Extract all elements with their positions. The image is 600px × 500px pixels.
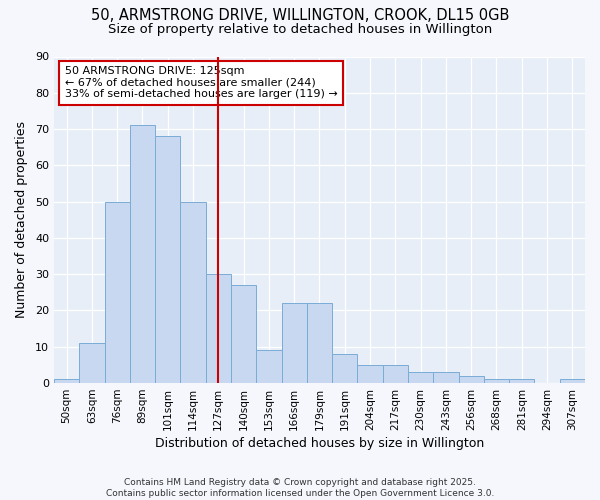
X-axis label: Distribution of detached houses by size in Willington: Distribution of detached houses by size … <box>155 437 484 450</box>
Bar <box>54 380 79 383</box>
Bar <box>509 380 535 383</box>
Bar <box>560 380 585 383</box>
Bar <box>458 376 484 383</box>
Bar <box>332 354 358 383</box>
Bar <box>358 365 383 383</box>
Text: 50 ARMSTRONG DRIVE: 125sqm
← 67% of detached houses are smaller (244)
33% of sem: 50 ARMSTRONG DRIVE: 125sqm ← 67% of deta… <box>65 66 337 100</box>
Bar <box>130 126 155 383</box>
Bar <box>181 202 206 383</box>
Bar <box>281 303 307 383</box>
Bar <box>408 372 433 383</box>
Bar <box>433 372 458 383</box>
Text: 50, ARMSTRONG DRIVE, WILLINGTON, CROOK, DL15 0GB: 50, ARMSTRONG DRIVE, WILLINGTON, CROOK, … <box>91 8 509 22</box>
Bar <box>383 365 408 383</box>
Bar <box>256 350 281 383</box>
Bar <box>79 343 104 383</box>
Text: Contains HM Land Registry data © Crown copyright and database right 2025.
Contai: Contains HM Land Registry data © Crown c… <box>106 478 494 498</box>
Bar <box>484 380 509 383</box>
Bar <box>104 202 130 383</box>
Bar <box>155 136 181 383</box>
Bar <box>206 274 231 383</box>
Bar <box>231 285 256 383</box>
Bar <box>307 303 332 383</box>
Y-axis label: Number of detached properties: Number of detached properties <box>15 122 28 318</box>
Text: Size of property relative to detached houses in Willington: Size of property relative to detached ho… <box>108 22 492 36</box>
